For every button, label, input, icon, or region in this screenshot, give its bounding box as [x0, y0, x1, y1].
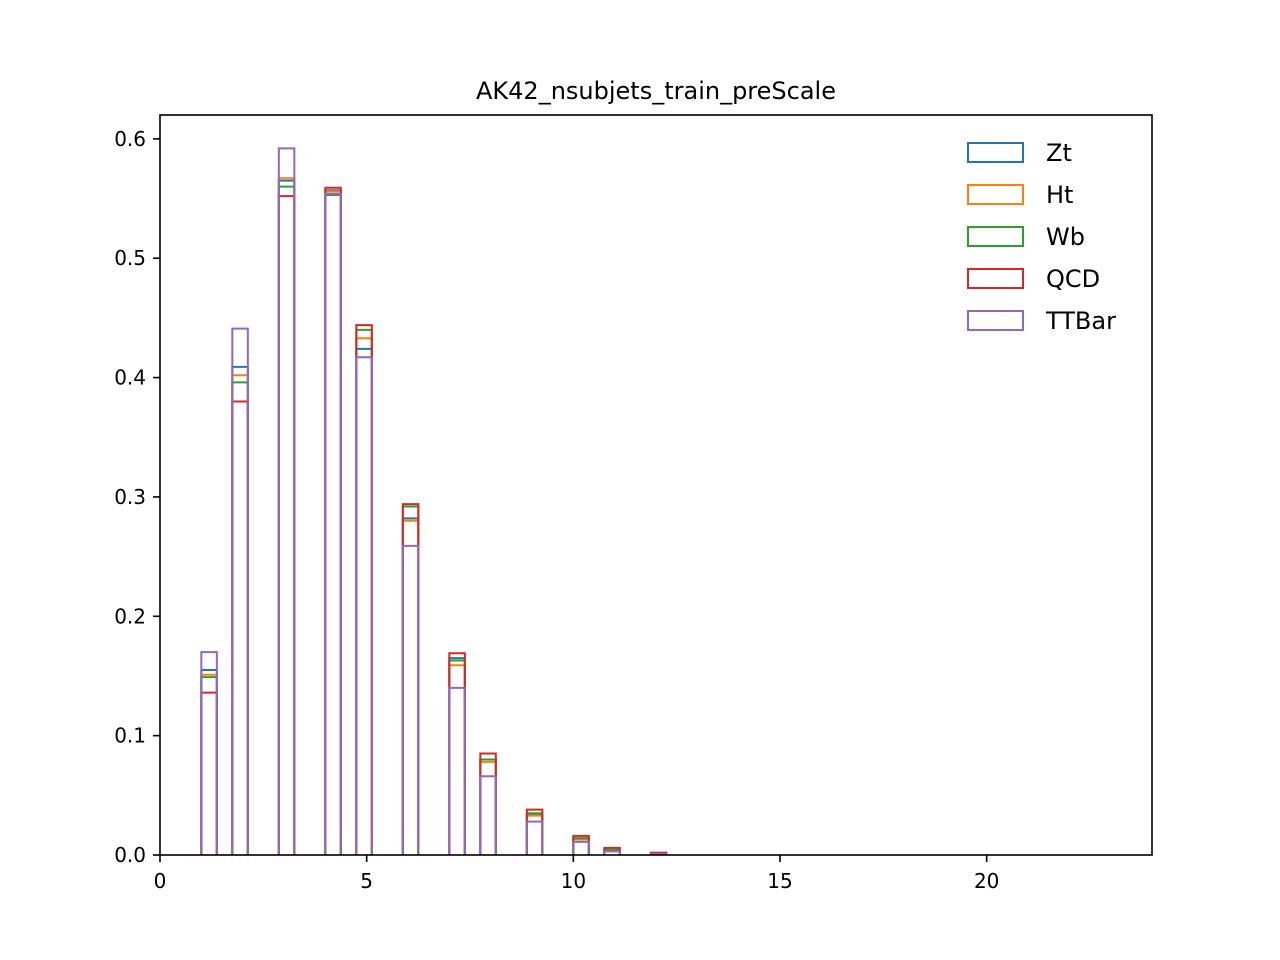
- chart-title: AK42_nsubjets_train_preScale: [476, 77, 836, 105]
- y-tick-label: 0.6: [114, 127, 146, 151]
- x-tick-label: 5: [360, 869, 373, 893]
- bar-ttbar-7: [448, 686, 466, 855]
- bar-ttbar-11: [603, 850, 621, 855]
- x-tick-label: 20: [974, 869, 999, 893]
- legend-swatch: [967, 268, 1024, 289]
- x-tick-label: 10: [561, 869, 586, 893]
- legend-swatch: [967, 226, 1024, 247]
- legend-swatch: [967, 142, 1024, 163]
- legend-item-ttbar: TTBar: [967, 307, 1116, 335]
- bar-ttbar-1: [200, 651, 218, 855]
- y-tick-label: 0.4: [114, 366, 146, 390]
- bar-ttbar-10: [572, 840, 590, 855]
- legend: Zt Ht Wb QCD TTBar: [967, 139, 1116, 335]
- x-tick-label: 15: [767, 869, 792, 893]
- legend-swatch: [967, 310, 1024, 331]
- bar-ttbar-2: [231, 327, 249, 855]
- bar-ttbar-5: [355, 356, 373, 855]
- x-tick-label: 0: [154, 869, 167, 893]
- series-ttbar: [200, 147, 668, 855]
- legend-label: Zt: [1046, 139, 1072, 167]
- y-axis: 0.0 0.1 0.2 0.3 0.4 0.5 0.6: [114, 127, 160, 867]
- plot-frame: [159, 114, 1153, 856]
- legend-swatch: [967, 184, 1024, 205]
- legend-label: QCD: [1046, 265, 1100, 293]
- bar-ttbar-8: [479, 775, 497, 855]
- legend-label: Ht: [1046, 181, 1073, 209]
- y-tick-label: 0.5: [114, 246, 146, 270]
- legend-item-qcd: QCD: [967, 265, 1100, 293]
- bar-ttbar-9: [525, 820, 544, 855]
- x-axis: 0 5 10 15 20: [154, 855, 999, 893]
- legend-label: TTBar: [1045, 307, 1116, 335]
- legend-item-zt: Zt: [967, 139, 1072, 167]
- legend-label: Wb: [1046, 223, 1085, 251]
- bar-ttbar-4: [324, 192, 342, 855]
- y-tick-label: 0.3: [114, 485, 146, 509]
- y-tick-label: 0.1: [114, 724, 146, 748]
- y-tick-label: 0.0: [114, 843, 146, 867]
- bar-ttbar-3: [277, 147, 296, 855]
- bar-ttbar-6: [401, 544, 420, 855]
- y-tick-label: 0.2: [114, 604, 146, 628]
- histogram-steps: [200, 147, 668, 855]
- legend-item-ht: Ht: [967, 181, 1073, 209]
- legend-item-wb: Wb: [967, 223, 1085, 251]
